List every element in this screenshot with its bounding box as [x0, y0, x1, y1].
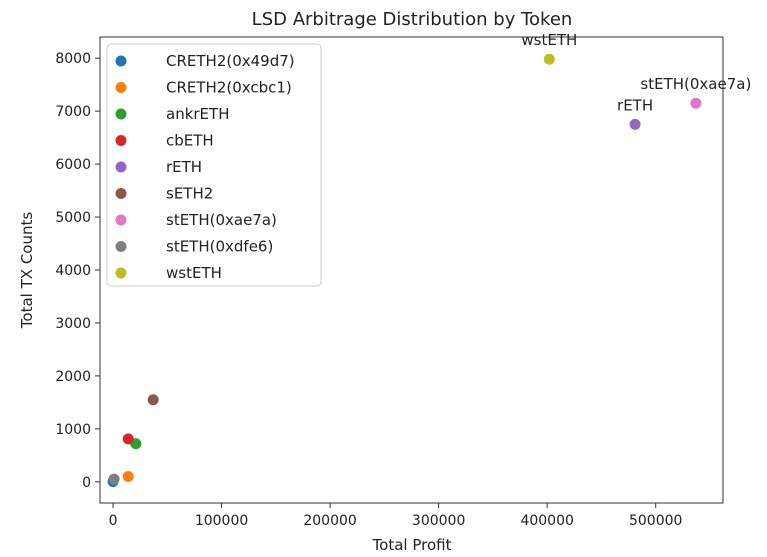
data-point — [122, 471, 134, 483]
y-tick-label: 7000 — [55, 104, 91, 120]
y-axis: 0 1000 2000 3000 4000 5000 6000 7000 8000 — [55, 51, 100, 491]
point-annotation: stETH(0xae7a) — [640, 75, 751, 93]
y-axis-label: Total TX Counts — [18, 212, 36, 330]
legend-box — [106, 43, 322, 287]
data-point — [629, 118, 641, 130]
y-tick-label: 8000 — [55, 51, 91, 67]
point-annotation: rETH — [617, 96, 653, 114]
point-annotation: wstETH — [521, 31, 577, 49]
point-annotations: wstETH rETH stETH(0xae7a) — [521, 31, 751, 114]
legend-marker — [115, 82, 127, 93]
legend-marker — [115, 214, 127, 226]
x-tick-label: 300000 — [412, 513, 465, 529]
legend-label: ankrETH — [166, 105, 229, 123]
data-point — [108, 473, 120, 485]
y-tick-label: 5000 — [55, 210, 91, 226]
legend-label: cbETH — [166, 132, 214, 150]
legend-label: rETH — [166, 158, 202, 176]
y-tick-label: 3000 — [55, 316, 91, 332]
legend-marker — [115, 55, 127, 67]
data-points — [107, 53, 702, 488]
x-tick-label: 500000 — [629, 513, 682, 529]
legend-label: CRETH2(0xcbc1) — [166, 79, 292, 97]
y-tick-label: 0 — [82, 475, 91, 491]
legend-label: stETH(0xdfe6) — [166, 238, 273, 256]
x-tick-label: 0 — [109, 513, 118, 529]
y-tick-label: 4000 — [55, 263, 91, 279]
legend-marker — [115, 241, 127, 252]
y-tick-label: 2000 — [55, 369, 91, 385]
legend-label: CRETH2(0x49d7) — [166, 52, 295, 70]
legend-marker — [115, 267, 127, 279]
x-axis-label: Total Profit — [372, 536, 452, 554]
data-point — [690, 97, 702, 109]
x-tick-label: 400000 — [520, 513, 573, 529]
legend-marker — [115, 108, 127, 120]
legend-marker — [115, 135, 127, 146]
x-axis: 0 100000 200000 300000 400000 500000 — [109, 503, 682, 529]
legend: CRETH2(0x49d7) CRETH2(0xcbc1) ankrETH cbETH… — [106, 43, 322, 287]
legend-label: wstETH — [166, 264, 222, 282]
x-tick-label: 100000 — [195, 513, 248, 529]
legend-label: stETH(0xae7a) — [166, 211, 277, 229]
data-point — [543, 53, 555, 65]
y-tick-label: 1000 — [55, 422, 91, 438]
chart-title: LSD Arbitrage Distribution by Token — [252, 9, 573, 30]
x-tick-label: 200000 — [303, 513, 356, 529]
data-point — [147, 394, 159, 406]
legend-label: sETH2 — [166, 185, 213, 203]
y-tick-label: 6000 — [55, 157, 91, 173]
legend-marker — [115, 188, 127, 199]
data-point — [122, 433, 134, 445]
legend-marker — [115, 161, 127, 173]
